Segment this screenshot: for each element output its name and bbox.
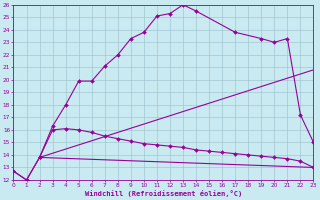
X-axis label: Windchill (Refroidissement éolien,°C): Windchill (Refroidissement éolien,°C) bbox=[85, 190, 242, 197]
